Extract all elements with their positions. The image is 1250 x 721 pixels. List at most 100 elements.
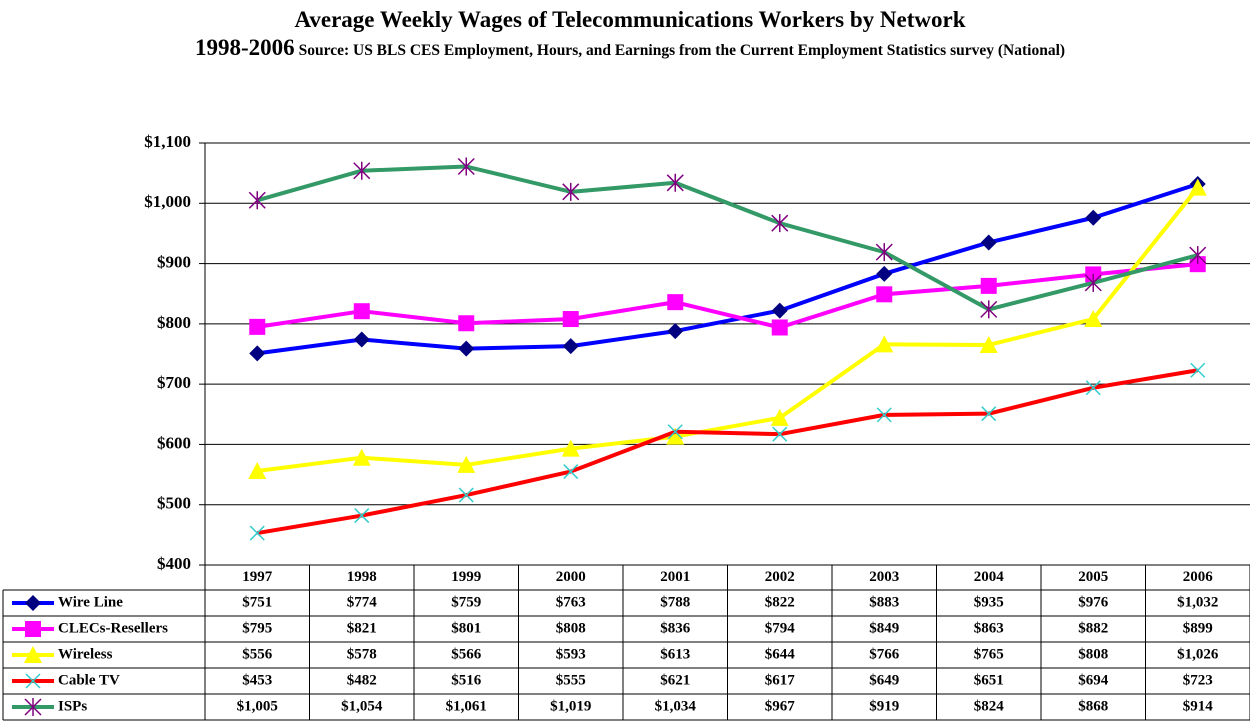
data-label: $808 xyxy=(1078,646,1108,662)
data-label: $868 xyxy=(1078,698,1108,714)
data-label: $967 xyxy=(765,698,796,714)
data-label: $822 xyxy=(765,594,795,610)
data-label: $556 xyxy=(242,646,273,662)
data-label: $1,034 xyxy=(655,698,697,714)
marker xyxy=(25,595,41,611)
data-label: $555 xyxy=(556,672,586,688)
data-label: $882 xyxy=(1078,620,1108,636)
marker xyxy=(666,427,685,445)
y-tick-label: $600 xyxy=(157,433,191,452)
marker xyxy=(458,340,475,357)
legend-label: Wireless xyxy=(58,646,113,662)
marker xyxy=(248,191,266,210)
y-tick-label: $700 xyxy=(157,373,191,392)
marker xyxy=(562,338,579,355)
marker xyxy=(562,311,579,328)
marker xyxy=(458,487,474,503)
series-line xyxy=(256,182,1199,356)
marker xyxy=(876,407,892,423)
y-tick-label: $400 xyxy=(157,554,191,573)
marker xyxy=(772,426,788,442)
marker xyxy=(771,302,788,319)
data-label: $723 xyxy=(1183,672,1213,688)
data-label: $765 xyxy=(974,646,1004,662)
marker xyxy=(24,698,42,716)
y-tick-label: $800 xyxy=(157,313,191,332)
data-label: $751 xyxy=(242,594,272,610)
data-label: $593 xyxy=(556,646,586,662)
marker xyxy=(353,161,371,180)
marker xyxy=(457,157,475,176)
series-line xyxy=(256,164,1199,312)
data-label: $1,054 xyxy=(341,698,383,714)
x-tick-label: 2004 xyxy=(974,569,1005,585)
marker xyxy=(875,335,894,353)
data-label: $788 xyxy=(660,594,690,610)
marker xyxy=(24,646,42,663)
marker xyxy=(1085,380,1101,396)
data-label: $801 xyxy=(451,620,481,636)
marker xyxy=(1190,362,1206,378)
marker xyxy=(667,424,683,440)
data-label: $694 xyxy=(1078,672,1109,688)
data-label: $516 xyxy=(451,672,482,688)
data-label: $774 xyxy=(347,594,378,610)
data-label: $863 xyxy=(974,620,1004,636)
marker xyxy=(249,318,266,335)
data-label: $808 xyxy=(556,620,586,636)
marker xyxy=(876,286,893,303)
chart-source: Source: US BLS CES Employment, Hours, an… xyxy=(298,42,1066,59)
data-label: $1,005 xyxy=(237,698,278,714)
marker xyxy=(1084,310,1103,328)
marker xyxy=(352,448,371,466)
x-tick-label: 2006 xyxy=(1183,569,1214,585)
x-tick-label: 1998 xyxy=(347,569,377,585)
data-label: $935 xyxy=(974,594,1004,610)
marker xyxy=(353,303,370,320)
marker xyxy=(562,182,580,201)
data-label: $1,026 xyxy=(1177,646,1219,662)
data-label: $1,032 xyxy=(1177,594,1218,610)
legend-label: Cable TV xyxy=(58,672,120,688)
data-label: $919 xyxy=(869,698,899,714)
data-label: $617 xyxy=(765,672,796,688)
data-label: $1,019 xyxy=(550,698,591,714)
chart-subtitle: 1998-2006 xyxy=(194,35,295,60)
data-label: $651 xyxy=(974,672,1004,688)
data-label: $453 xyxy=(242,672,272,688)
data-label: $649 xyxy=(869,672,899,688)
marker xyxy=(876,265,893,282)
marker xyxy=(666,173,684,192)
data-label: $849 xyxy=(869,620,899,636)
marker xyxy=(25,621,41,637)
data-label: $766 xyxy=(869,646,900,662)
marker xyxy=(457,455,476,473)
series-line xyxy=(256,262,1198,330)
x-tick-label: 1997 xyxy=(242,569,273,585)
y-tick-label: $500 xyxy=(157,494,191,513)
data-label: $644 xyxy=(765,646,796,662)
y-tick-label: $900 xyxy=(157,252,191,271)
data-label: $763 xyxy=(556,594,586,610)
data-label: $482 xyxy=(347,672,377,688)
marker xyxy=(249,525,265,541)
data-label: $836 xyxy=(660,620,691,636)
data-label: $883 xyxy=(869,594,899,610)
data-label: $914 xyxy=(1183,698,1214,714)
marker xyxy=(563,464,579,480)
data-label: $821 xyxy=(347,620,377,636)
series-line xyxy=(256,368,1199,536)
legend-label: CLECs-Resellers xyxy=(58,620,168,636)
marker xyxy=(875,243,893,262)
x-tick-label: 2005 xyxy=(1078,569,1108,585)
series-line xyxy=(256,186,1200,473)
marker xyxy=(561,439,580,457)
marker xyxy=(980,300,998,319)
x-tick-label: 2000 xyxy=(556,569,586,585)
marker xyxy=(667,323,684,340)
data-label: $824 xyxy=(974,698,1005,714)
x-tick-label: 2001 xyxy=(660,569,690,585)
data-label: $621 xyxy=(660,672,690,688)
data-label: $613 xyxy=(660,646,690,662)
